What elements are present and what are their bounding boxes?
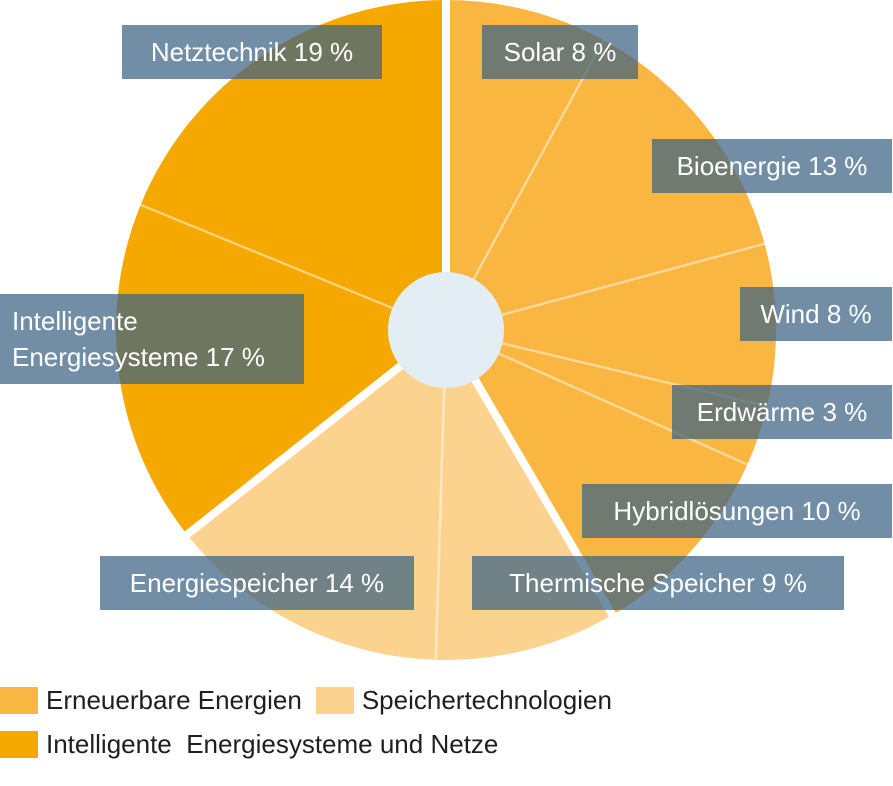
legend-item-smart-grids: Intelligente Energiesysteme und Netze <box>0 729 498 760</box>
legend-item-storage: Speichertechnologien <box>315 684 612 716</box>
pie-slice-4 <box>446 330 748 615</box>
legend-label-smart-grids: Intelligente Energiesysteme und Netze <box>46 728 499 759</box>
slice-label-box-8 <box>122 25 382 79</box>
slice-label-3: Erdwärme 3 % <box>697 397 868 427</box>
slice-label-8: Netztechnik 19 % <box>151 37 353 67</box>
legend-row-1: Erneuerbare Energien Speichertechnologie… <box>0 678 893 722</box>
legend-row-2: Intelligente Energiesysteme und Netze <box>0 722 893 766</box>
slice-label-7-line-0: Intelligente <box>12 306 138 336</box>
legend-label-renewables: Erneuerbare Energien <box>46 684 302 715</box>
legend: Erneuerbare Energien Speichertechnologie… <box>0 678 893 766</box>
slice-label-0: Solar 8 % <box>504 37 617 67</box>
slice-label-5: Thermische Speicher 9 % <box>509 568 807 598</box>
pie-slice-0 <box>446 0 604 330</box>
slice-label-4: Hybridlösungen 10 % <box>613 496 860 526</box>
slice-label-7-line-1: Energiesysteme 17 % <box>12 342 265 372</box>
legend-swatch-renewables <box>0 686 38 714</box>
slice-label-1: Bioenergie 13 % <box>677 151 868 181</box>
slice-label-box-4 <box>582 484 892 538</box>
slice-label-box-7 <box>0 294 304 384</box>
donut-hole <box>388 272 504 388</box>
pie-slice-1 <box>446 40 765 330</box>
slice-label-2: Wind 8 % <box>760 299 871 329</box>
slice-label-6: Energiespeicher 14 % <box>130 568 384 598</box>
pie-slice-2 <box>446 243 776 407</box>
legend-swatch-smart-grids <box>0 730 38 758</box>
pie-slice-8 <box>140 0 446 330</box>
legend-item-renewables: Erneuerbare Energien <box>0 685 302 716</box>
pie-chart: Solar 8 % Bioenergie 13 % Wind 8 % Erdwärme… <box>0 0 892 662</box>
slice-label-box-6 <box>100 556 414 610</box>
legend-label-storage: Speichertechnologien <box>361 684 612 715</box>
slice-label-box-1 <box>652 139 892 193</box>
slice-label-box-0 <box>482 25 638 79</box>
slice-label-box-2 <box>740 287 892 341</box>
slice-label-box-3 <box>672 385 892 439</box>
slice-label-box-5 <box>472 556 844 610</box>
legend-swatch-storage <box>315 686 354 714</box>
